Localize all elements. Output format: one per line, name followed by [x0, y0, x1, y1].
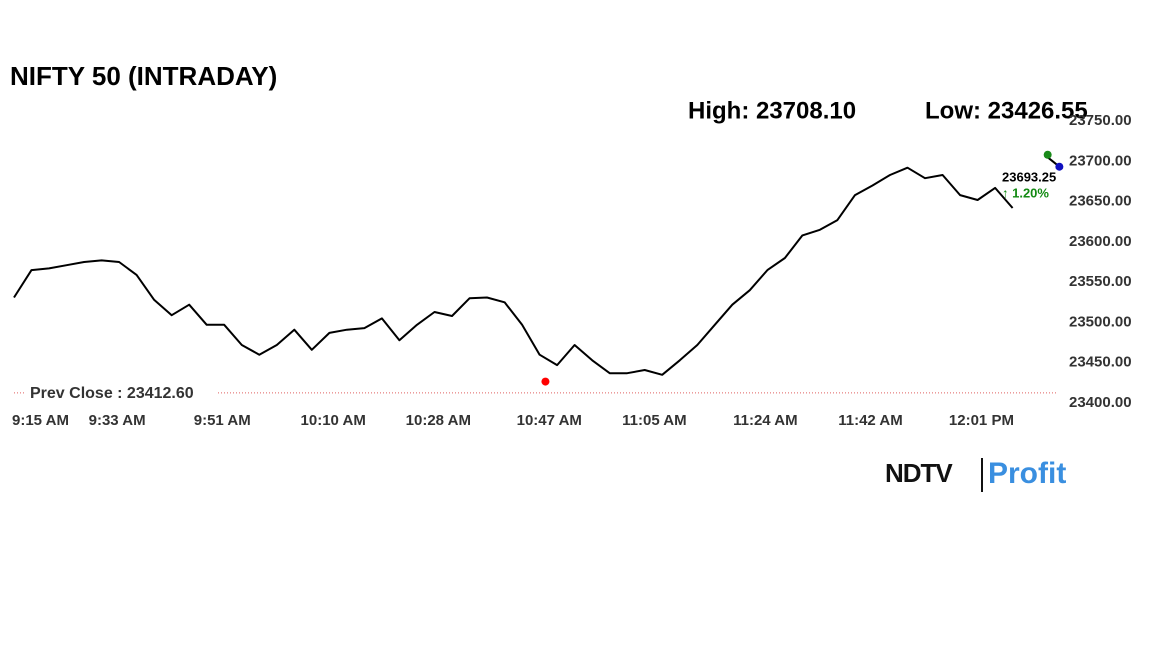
y-tick-label: 23400.00	[1069, 394, 1132, 411]
x-tick-label: 9:51 AM	[194, 412, 251, 429]
change-label: ↑ 1.20%	[1002, 185, 1049, 200]
high-marker	[1043, 150, 1052, 159]
prev-close-label: Prev Close : 23412.60	[30, 385, 194, 402]
x-tick-label: 12:01 PM	[949, 412, 1014, 429]
last-value-label: 23693.25	[1002, 169, 1056, 184]
x-tick-label: 10:28 AM	[406, 412, 471, 429]
low-marker	[541, 377, 550, 386]
y-tick-label: 23750.00	[1069, 112, 1132, 129]
x-tick-label: 9:33 AM	[89, 412, 146, 429]
x-tick-label: 11:24 AM	[733, 412, 797, 429]
logo-ndtv: NDTV	[885, 458, 953, 488]
y-tick-label: 23550.00	[1069, 273, 1132, 290]
last-marker	[1055, 162, 1064, 171]
x-tick-label: 9:15 AM	[12, 412, 69, 429]
x-tick-label: 11:42 AM	[838, 412, 902, 429]
price-line	[13, 156, 1061, 376]
y-tick-label: 23650.00	[1069, 193, 1132, 210]
logo-profit: Profit	[988, 457, 1066, 490]
x-tick-label: 11:05 AM	[622, 412, 686, 429]
y-tick-label: 23700.00	[1069, 152, 1132, 169]
x-tick-label: 10:10 AM	[301, 412, 366, 429]
chart-title: NIFTY 50 (INTRADAY)	[10, 61, 277, 91]
y-tick-label: 23600.00	[1069, 233, 1132, 250]
y-tick-label: 23450.00	[1069, 354, 1132, 371]
low-label: Low: 23426.55	[925, 97, 1088, 124]
x-tick-label: 10:47 AM	[517, 412, 582, 429]
y-tick-label: 23500.00	[1069, 313, 1132, 330]
high-label: High: 23708.10	[688, 97, 856, 124]
